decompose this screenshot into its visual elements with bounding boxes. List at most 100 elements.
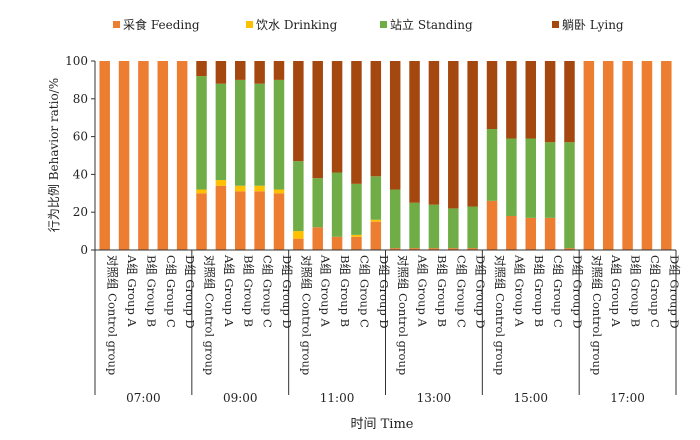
bar-segment <box>641 61 653 250</box>
bar-segment <box>564 61 575 143</box>
bar-segment <box>351 183 362 235</box>
bar-segment <box>351 236 362 250</box>
legend-swatch-3 <box>552 21 559 28</box>
y-tick-label: 40 <box>73 167 88 181</box>
category-label: D组 Group D <box>570 255 584 329</box>
bar-segment <box>312 61 323 179</box>
category-label: A组 Group A <box>222 254 236 327</box>
bar-segment <box>409 248 420 250</box>
group-label: 17:00 <box>610 391 645 405</box>
legend-label-1: 饮水 Drinking <box>256 18 338 32</box>
x-axis: 对照组 Control group A组 Group A B组 Group B C组 … <box>94 249 681 405</box>
category-label: B组 Group B <box>338 255 352 327</box>
bar-segment <box>196 189 207 194</box>
y-tick-label: 60 <box>73 130 88 144</box>
bar-segment <box>409 61 420 203</box>
bar-segment <box>428 248 440 250</box>
x-axis-title: 时间 Time <box>351 417 414 432</box>
category-label: C组 Group C <box>551 255 565 328</box>
category-label: C组 Group C <box>648 255 662 328</box>
bars <box>99 61 672 250</box>
y-tick-label: 0 <box>80 243 88 257</box>
group-label: 11:00 <box>320 391 355 405</box>
bar-segment <box>428 61 440 205</box>
group-label: 07:00 <box>126 391 161 405</box>
bar-segment <box>293 238 304 250</box>
legend-label-3: 躺卧 Lying <box>562 17 624 32</box>
category-label: B组 Group B <box>629 255 643 327</box>
bar-segment <box>157 61 169 250</box>
bar-segment <box>273 189 285 194</box>
bar-segment <box>448 208 459 249</box>
bar-segment <box>389 248 401 250</box>
bar-segment <box>525 217 536 250</box>
legend-label-0: 采食 Feeding <box>123 17 200 32</box>
category-label: 对照组 Control group <box>493 255 507 375</box>
category-label: C组 Group C <box>357 255 371 328</box>
category-label: D组 Group D <box>183 255 197 329</box>
bar-segment <box>215 180 227 186</box>
bar-segment <box>293 61 304 162</box>
bar-segment <box>215 185 227 250</box>
group-label: 13:00 <box>417 391 452 405</box>
bar-segment <box>370 219 382 222</box>
bar-segment <box>506 138 517 216</box>
bar-segment <box>486 129 498 201</box>
category-label: C组 Group C <box>164 255 178 328</box>
bar-segment <box>99 61 110 250</box>
legend-label-2: 站立 Standing <box>390 17 473 32</box>
y-tick-label: 80 <box>73 92 88 106</box>
bar-segment <box>467 61 478 207</box>
bar-segment <box>351 234 362 237</box>
bar-segment <box>544 61 556 143</box>
category-label: A组 Group A <box>512 254 526 327</box>
bar-segment <box>331 236 343 250</box>
bar-segment <box>389 189 401 249</box>
bar-segment <box>409 202 420 249</box>
bar-segment <box>118 61 130 250</box>
bar-segment <box>370 61 382 177</box>
bar-segment <box>525 61 536 139</box>
legend-swatch-0 <box>113 21 120 28</box>
category-label: D组 Group D <box>474 255 488 329</box>
bar-segment <box>467 206 478 249</box>
bar-segment <box>370 176 382 220</box>
category-label: D组 Group D <box>280 255 294 329</box>
category-label: B组 Group B <box>241 255 255 327</box>
bar-segment <box>544 142 556 218</box>
bar-segment <box>448 248 459 250</box>
y-axis-title: 行为比例 Behavior ratio/% <box>47 78 61 232</box>
category-label: 对照组 Control group <box>106 255 120 375</box>
category-label: 对照组 Control group <box>299 255 313 375</box>
bar-segment <box>196 61 207 77</box>
bar-segment <box>273 79 285 190</box>
legend: 采食 Feeding 饮水 Drinking 站立 Standing 躺卧 Lying <box>113 17 624 32</box>
bar-segment <box>564 142 575 249</box>
bar-segment <box>235 79 246 186</box>
bar-segment <box>215 83 227 181</box>
category-label: C组 Group C <box>454 255 468 328</box>
bar-segment <box>235 191 246 250</box>
group-label: 09:00 <box>223 391 258 405</box>
bar-segment <box>235 61 246 80</box>
category-label: D组 Group D <box>377 255 391 329</box>
bar-segment <box>215 61 227 84</box>
bar-segment <box>331 172 343 237</box>
bar-segment <box>622 61 633 250</box>
category-label: 对照组 Control group <box>396 255 410 375</box>
bar-segment <box>661 61 672 250</box>
bar-segment <box>602 61 614 250</box>
category-label: C组 Group C <box>261 255 275 328</box>
bar-segment <box>273 193 285 250</box>
bar-segment <box>196 76 207 190</box>
bar-segment <box>312 178 323 228</box>
bar-segment <box>351 61 362 184</box>
category-label: A组 Group A <box>609 254 623 327</box>
bar-segment <box>428 204 440 249</box>
y-tick-label: 100 <box>65 54 88 68</box>
bar-segment <box>293 161 304 232</box>
bar-segment <box>506 215 517 250</box>
y-axis: 0 20 40 60 80 100 <box>65 54 96 257</box>
group-label: 15:00 <box>513 391 548 405</box>
bar-segment <box>312 227 323 250</box>
